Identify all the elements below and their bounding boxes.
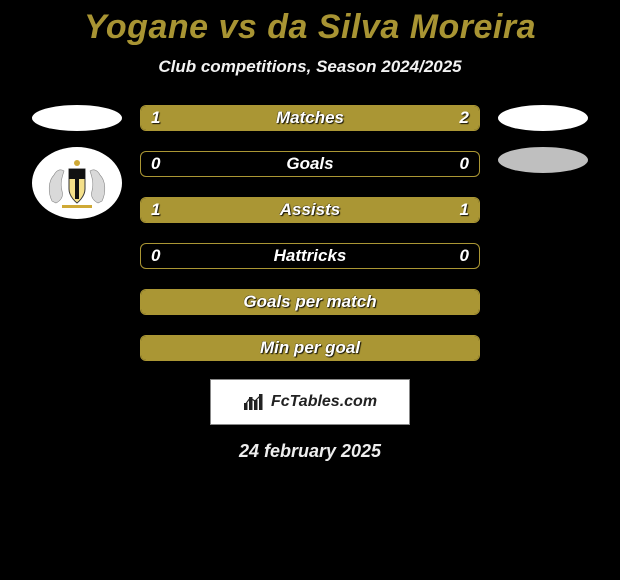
stat-label: Hattricks (141, 244, 479, 268)
stat-bar: 11Assists (140, 197, 480, 223)
stat-label: Assists (141, 198, 479, 222)
right-player-photo (498, 105, 588, 131)
stat-label: Matches (141, 106, 479, 130)
comparison-main: 12Matches 00Goals 11Assists 00Hattricks Goal… (0, 105, 620, 361)
stat-bar: 00Goals (140, 151, 480, 177)
stats-comparison-card: Yogane vs da Silva Moreira Club competit… (0, 0, 620, 580)
stat-bar: Min per goal (140, 335, 480, 361)
stat-label: Min per goal (141, 336, 479, 360)
stat-bar: Goals per match (140, 289, 480, 315)
left-player-crest (32, 147, 122, 219)
page-title: Yogane vs da Silva Moreira (0, 8, 620, 47)
stat-bar: 00Hattricks (140, 243, 480, 269)
stat-label: Goals per match (141, 290, 479, 314)
stats-bars: 12Matches 00Goals 11Assists 00Hattricks Goal… (140, 105, 480, 361)
crest-icon (42, 153, 112, 213)
brand-badge[interactable]: FcTables.com (210, 379, 410, 425)
footer-date: 24 february 2025 (0, 441, 620, 462)
page-subtitle: Club competitions, Season 2024/2025 (0, 57, 620, 77)
bar-chart-icon (243, 393, 265, 411)
right-player-crest-placeholder (498, 147, 588, 173)
stat-bar: 12Matches (140, 105, 480, 131)
brand-name: FcTables.com (271, 393, 377, 411)
right-player-column (488, 105, 598, 361)
stat-label: Goals (141, 152, 479, 176)
left-player-column (22, 105, 132, 361)
left-player-photo (32, 105, 122, 131)
